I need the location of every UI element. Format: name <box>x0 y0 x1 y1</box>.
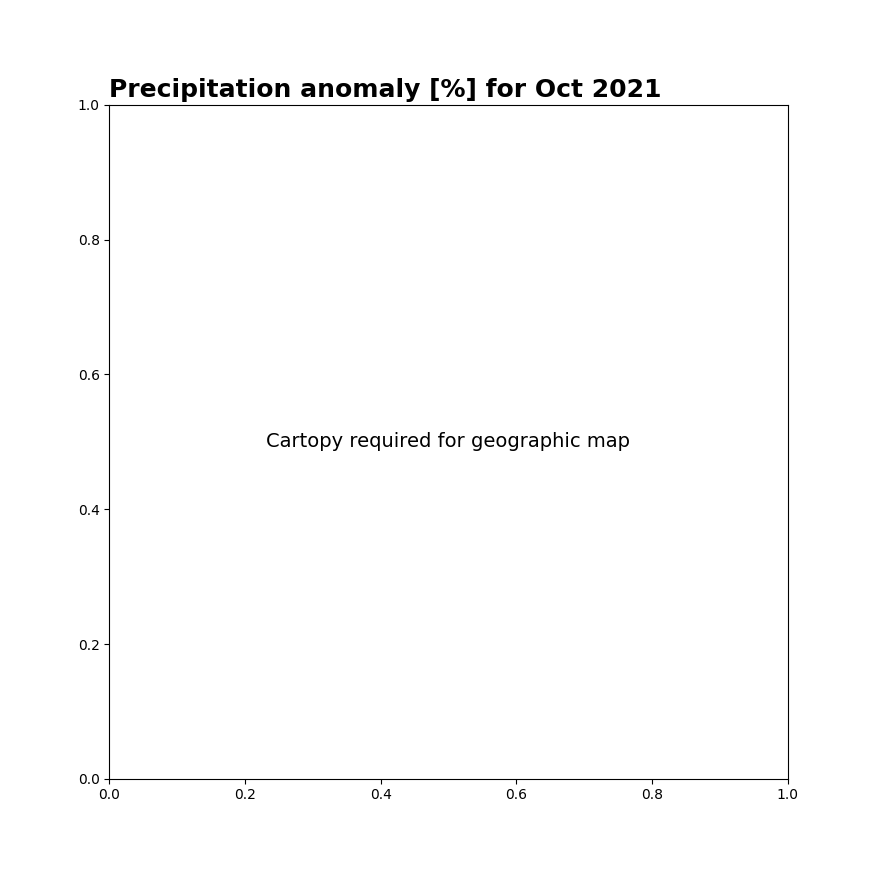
Text: Cartopy required for geographic map: Cartopy required for geographic map <box>267 432 630 452</box>
Text: Precipitation anomaly [%] for Oct 2021: Precipitation anomaly [%] for Oct 2021 <box>109 78 662 102</box>
